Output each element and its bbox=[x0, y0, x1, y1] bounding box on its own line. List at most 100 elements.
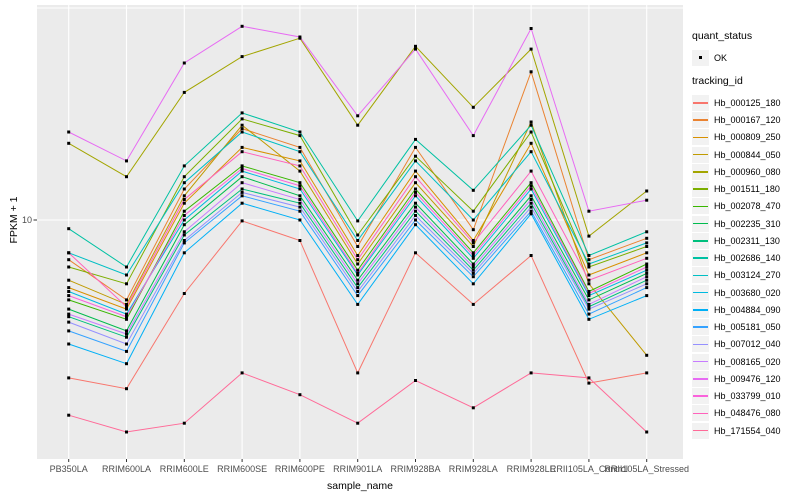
legend-line-key bbox=[692, 198, 709, 215]
data-point-marker bbox=[67, 294, 71, 298]
data-point-marker bbox=[356, 282, 360, 286]
data-point-marker bbox=[240, 181, 244, 185]
legend-item-label: Hb_002686_140 bbox=[714, 253, 781, 264]
legend-line-key bbox=[692, 422, 709, 439]
legend-item: Hb_005181_050 bbox=[692, 319, 798, 336]
data-point-marker bbox=[587, 298, 591, 302]
data-point-marker bbox=[67, 251, 71, 255]
point-marker-icon bbox=[698, 55, 703, 60]
data-point-marker bbox=[356, 290, 360, 293]
data-point-marker bbox=[125, 335, 128, 339]
x-tick-label: RRIM600LA bbox=[101, 464, 152, 474]
legend-item: Hb_002235_310 bbox=[692, 215, 798, 232]
data-point-marker bbox=[414, 214, 417, 217]
legend-title-quant-status: quant_status bbox=[692, 30, 753, 42]
data-point-marker bbox=[67, 329, 71, 333]
data-point-marker bbox=[125, 265, 128, 269]
data-point-marker bbox=[529, 184, 533, 188]
data-point-marker bbox=[471, 254, 475, 257]
data-point-marker bbox=[240, 219, 244, 223]
data-point-marker bbox=[298, 145, 302, 149]
legend-item-label: Hb_000844_050 bbox=[714, 149, 781, 160]
data-point-marker bbox=[356, 421, 360, 425]
data-point-marker bbox=[529, 371, 533, 375]
data-point-marker bbox=[529, 120, 533, 124]
data-point-marker bbox=[182, 90, 186, 94]
data-point-marker bbox=[182, 198, 186, 201]
legend-item: Hb_033799_010 bbox=[692, 388, 798, 405]
data-point-marker bbox=[414, 190, 417, 194]
line-swatch-icon bbox=[693, 240, 708, 242]
line-swatch-icon bbox=[693, 309, 708, 311]
data-point-marker bbox=[356, 114, 360, 118]
legend-item-label: Hb_048476_080 bbox=[714, 408, 781, 419]
legend-item-label: OK bbox=[714, 52, 728, 63]
data-point-marker bbox=[414, 218, 417, 222]
data-point-marker bbox=[298, 169, 302, 173]
data-point-marker bbox=[587, 282, 591, 286]
data-point-marker bbox=[529, 181, 533, 185]
data-point-marker bbox=[471, 271, 475, 275]
data-point-marker bbox=[645, 271, 649, 275]
data-point-marker bbox=[298, 164, 302, 168]
data-point-marker bbox=[529, 70, 533, 74]
line-swatch-icon bbox=[693, 360, 708, 363]
data-point-marker bbox=[67, 312, 71, 316]
data-point-marker bbox=[182, 181, 186, 185]
data-point-marker bbox=[471, 256, 475, 260]
data-point-marker bbox=[356, 245, 360, 248]
legend-item-label: Hb_003124_270 bbox=[714, 270, 781, 281]
legend-item-label: Hb_001511_180 bbox=[714, 184, 780, 195]
data-point-marker bbox=[240, 150, 244, 154]
legend-item-label: Hb_000960_080 bbox=[714, 166, 781, 177]
data-point-marker bbox=[645, 282, 649, 286]
data-point-marker bbox=[240, 167, 244, 170]
data-point-marker bbox=[645, 198, 649, 202]
data-point-marker bbox=[529, 201, 533, 205]
data-point-marker bbox=[67, 413, 71, 417]
data-point-marker bbox=[182, 164, 186, 168]
data-point-marker bbox=[298, 198, 302, 201]
data-point-marker bbox=[67, 320, 71, 324]
data-point-marker bbox=[356, 254, 360, 257]
line-swatch-icon bbox=[693, 136, 708, 139]
legend-item: Hb_008165_020 bbox=[692, 353, 798, 370]
data-point-marker bbox=[240, 169, 244, 173]
data-point-marker bbox=[471, 268, 475, 272]
data-point-marker bbox=[240, 55, 244, 59]
data-point-marker bbox=[587, 312, 591, 316]
data-point-marker bbox=[645, 245, 649, 248]
data-point-marker bbox=[471, 228, 475, 232]
legend-item-label: Hb_171554_040 bbox=[714, 425, 781, 436]
data-point-marker bbox=[587, 305, 591, 309]
legend-item: Hb_000809_250 bbox=[692, 129, 798, 146]
data-point-marker bbox=[125, 329, 128, 333]
data-point-marker bbox=[471, 275, 475, 279]
data-point-marker bbox=[67, 265, 71, 269]
line-swatch-icon bbox=[693, 102, 708, 104]
data-point-marker bbox=[240, 130, 244, 134]
data-point-marker bbox=[587, 294, 591, 298]
legend-item-label: Hb_000809_250 bbox=[714, 132, 781, 143]
legend-line-key bbox=[692, 284, 709, 301]
data-point-marker bbox=[67, 307, 71, 311]
data-point-marker bbox=[67, 376, 71, 380]
data-point-marker bbox=[182, 223, 186, 227]
data-point-marker bbox=[240, 111, 244, 115]
data-point-marker bbox=[182, 175, 186, 179]
data-point-marker bbox=[414, 205, 417, 209]
data-point-marker bbox=[298, 209, 302, 213]
data-point-marker bbox=[240, 175, 244, 179]
legend-line-key bbox=[692, 250, 709, 267]
data-point-marker bbox=[414, 159, 417, 163]
legend-item-label: Hb_000125_180 bbox=[714, 97, 781, 108]
legend-line-key bbox=[692, 112, 709, 129]
data-point-marker bbox=[414, 154, 417, 158]
data-point-marker bbox=[645, 278, 649, 282]
data-point-marker bbox=[471, 245, 475, 248]
x-tick-label: RRIM901LA bbox=[333, 464, 383, 474]
data-point-marker bbox=[67, 298, 71, 302]
data-point-marker bbox=[471, 241, 475, 245]
legend-item-label: Hb_002078_470 bbox=[714, 201, 781, 212]
